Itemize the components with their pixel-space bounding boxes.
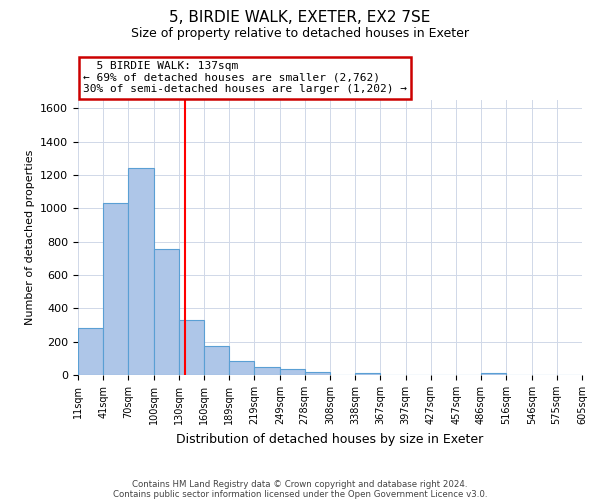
- Text: 5, BIRDIE WALK, EXETER, EX2 7SE: 5, BIRDIE WALK, EXETER, EX2 7SE: [169, 10, 431, 25]
- Bar: [103, 202, 128, 375]
- Text: Contains public sector information licensed under the Open Government Licence v3: Contains public sector information licen…: [113, 490, 487, 499]
- Bar: [78, 328, 103, 375]
- Bar: [481, 374, 506, 375]
- Bar: [205, 346, 229, 375]
- Bar: [280, 369, 305, 375]
- Bar: [305, 372, 330, 375]
- Text: 5 BIRDIE WALK: 137sqm
← 69% of detached houses are smaller (2,762)
30% of semi-d: 5 BIRDIE WALK: 137sqm ← 69% of detached …: [83, 62, 407, 94]
- X-axis label: Distribution of detached houses by size in Exeter: Distribution of detached houses by size …: [176, 432, 484, 446]
- Bar: [154, 249, 179, 375]
- Text: Size of property relative to detached houses in Exeter: Size of property relative to detached ho…: [131, 28, 469, 40]
- Bar: [128, 168, 154, 375]
- Y-axis label: Number of detached properties: Number of detached properties: [25, 150, 35, 325]
- Text: Contains HM Land Registry data © Crown copyright and database right 2024.: Contains HM Land Registry data © Crown c…: [132, 480, 468, 489]
- Bar: [254, 366, 280, 375]
- Bar: [355, 374, 380, 375]
- Bar: [229, 361, 254, 375]
- Bar: [179, 320, 205, 375]
